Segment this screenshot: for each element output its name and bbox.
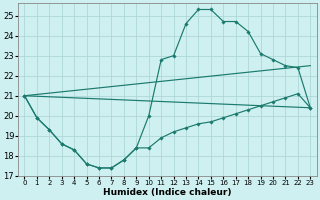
X-axis label: Humidex (Indice chaleur): Humidex (Indice chaleur) <box>103 188 232 197</box>
